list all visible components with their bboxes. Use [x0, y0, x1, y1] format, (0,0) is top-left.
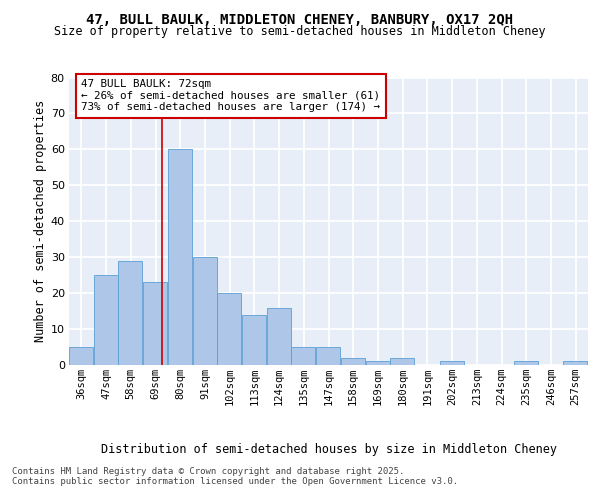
Bar	[440, 362, 464, 365]
Bar	[193, 257, 217, 365]
Bar	[514, 362, 538, 365]
Y-axis label: Number of semi-detached properties: Number of semi-detached properties	[34, 100, 47, 342]
Text: 47 BULL BAULK: 72sqm
← 26% of semi-detached houses are smaller (61)
73% of semi-: 47 BULL BAULK: 72sqm ← 26% of semi-detac…	[82, 80, 380, 112]
Bar	[217, 293, 241, 365]
Bar	[390, 358, 415, 365]
Text: Contains public sector information licensed under the Open Government Licence v3: Contains public sector information licen…	[12, 477, 458, 486]
Bar	[143, 282, 167, 365]
Bar	[563, 362, 587, 365]
Bar	[94, 275, 118, 365]
Text: Contains HM Land Registry data © Crown copyright and database right 2025.: Contains HM Land Registry data © Crown c…	[12, 467, 404, 476]
Bar	[341, 358, 365, 365]
Text: 47, BULL BAULK, MIDDLETON CHENEY, BANBURY, OX17 2QH: 47, BULL BAULK, MIDDLETON CHENEY, BANBUR…	[86, 12, 514, 26]
Bar	[365, 362, 389, 365]
Text: Size of property relative to semi-detached houses in Middleton Cheney: Size of property relative to semi-detach…	[54, 25, 546, 38]
Bar	[118, 261, 142, 365]
Bar	[267, 308, 291, 365]
Bar	[168, 150, 192, 365]
Bar	[316, 347, 340, 365]
Bar	[292, 347, 316, 365]
Bar	[69, 347, 93, 365]
Text: Distribution of semi-detached houses by size in Middleton Cheney: Distribution of semi-detached houses by …	[101, 442, 557, 456]
Bar	[242, 314, 266, 365]
